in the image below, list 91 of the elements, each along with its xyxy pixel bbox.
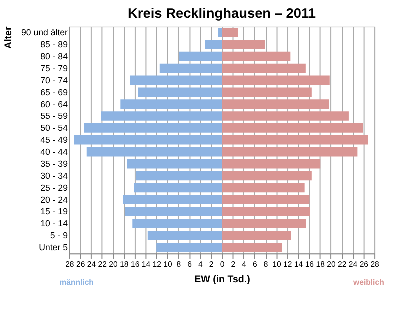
bar [222,28,238,38]
bar [132,219,222,228]
bar [180,52,222,62]
y-tick-label: 40 - 44 [40,147,68,158]
x-tick-label: 20 [327,260,336,269]
bar [222,242,282,252]
x-tick-label: 26 [76,260,86,269]
bar [222,231,292,240]
bar [156,242,222,252]
bar [218,28,222,38]
x-tick-label: 18 [316,260,325,269]
x-tick-label: 8 [176,260,182,269]
bar [222,195,310,205]
y-tick-label: 55 - 59 [40,111,68,122]
x-tick-label: 10 [272,260,282,269]
x-tick-label: 14 [294,260,304,269]
y-tick-label: 45 - 49 [40,135,68,146]
bar [222,52,291,62]
bar [205,40,222,50]
bar [222,124,364,133]
y-tick-label: 50 - 54 [40,123,68,134]
x-tick-label: 6 [188,260,192,269]
bar [127,159,222,169]
y-tick-label: 70 - 74 [40,75,68,86]
x-tick-label: 24 [87,260,97,269]
bar [222,112,349,121]
bar [222,76,330,86]
y-tick-label: 10 - 14 [40,218,68,229]
bar [222,207,310,216]
y-tick-label: 60 - 64 [40,99,68,110]
x-tick-label: 28 [370,260,380,269]
x-tick-label: 16 [130,260,140,269]
x-tick-label: 6 [253,260,258,269]
bar [120,100,222,109]
x-tick-label: 22 [338,260,347,269]
y-tick-label: 75 - 79 [40,63,68,74]
bar [222,219,306,228]
bar [222,171,312,181]
x-tick-label: 12 [284,260,292,269]
x-tick-label: 26 [360,260,369,269]
bar [86,147,222,157]
bar [134,183,222,193]
x-tick-label: 18 [120,260,129,269]
y-tick-label: 25 - 29 [40,182,68,193]
y-tick-label: 20 - 24 [40,194,68,205]
y-tick-label: Unter 5 [39,242,68,253]
y-tick-label: 65 - 69 [40,87,68,98]
x-axis-title: EW (in Tsd.) [194,274,250,286]
bar [130,76,222,86]
text: männlich [60,278,94,287]
x-tick-label: 22 [98,260,107,269]
y-tick-label: 30 - 34 [40,170,68,181]
y-tick-label: 35 - 39 [40,158,68,169]
bar [123,195,222,205]
bar [125,207,222,216]
text: weiblich [352,278,385,287]
bar [138,88,222,98]
bar [222,147,358,157]
bar [222,88,312,98]
bar [160,64,222,74]
x-tick-label: 2 [209,260,214,269]
x-tick-label: 8 [264,260,268,269]
x-tick-label: 2 [231,260,236,269]
x-tick-label: 16 [305,260,314,269]
x-tick-label: 20 [109,260,119,269]
y-tick-label: 15 - 19 [40,206,68,217]
y-tick-label: 85 - 89 [40,40,68,50]
bar [222,64,306,74]
x-tick-label: 10 [164,260,173,269]
bar [222,183,305,193]
x-tick-label: 4 [198,260,204,269]
bar [222,100,330,109]
bar [148,231,222,240]
x-tick-label: 28 [66,260,74,269]
chart-title: Kreis Recklinghausen – 2011 [128,6,316,21]
x-tick-label: 0 [220,260,226,269]
y-tick-label: 80 - 84 [40,51,68,62]
bar [222,135,368,145]
x-tick-label: 14 [142,260,152,269]
bar [136,171,222,181]
y-axis-title: Alter [4,26,15,49]
bar [84,124,222,133]
x-tick-label: 24 [348,260,358,269]
x-tick-label: 12 [152,260,162,269]
y-tick-label: 5 - 9 [50,230,68,241]
bar [101,112,222,121]
y-tick-label: 90 und älter [22,28,68,38]
bar [222,40,266,50]
x-tick-label: 4 [242,260,248,269]
bar [74,135,222,145]
bar [222,159,321,169]
